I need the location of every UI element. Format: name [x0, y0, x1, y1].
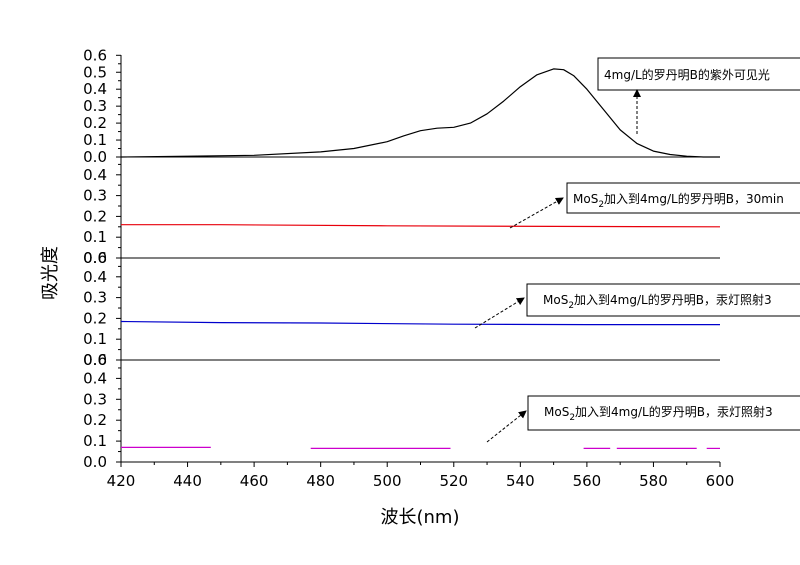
panels-layer: 0.60.50.40.30.20.10.04mg/L的罗丹明B的紫外可见光0.4… — [83, 46, 800, 471]
y-tick-label: 0.4 — [83, 369, 107, 387]
annotation-text: MoS2加入到4mg/L的罗丹明B，汞灯照射3 — [543, 292, 772, 311]
y-tick-label: 0.4 — [83, 268, 107, 286]
x-tick-label: 560 — [573, 472, 602, 490]
y-tick-label: 0.3 — [83, 187, 107, 205]
x-tick-label: 440 — [173, 472, 202, 490]
annotation-text-rest: 加入到4mg/L的罗丹明B，汞灯照射3 — [575, 404, 773, 419]
y-tick-label: 0.3 — [83, 97, 107, 115]
x-axis: 420 440 460 480 500 520 540 560 580 600 — [107, 461, 735, 490]
annotation-text-rest: 加入到4mg/L的罗丹明B，汞灯照射3 — [574, 292, 772, 307]
y-tick-label: 0.6 — [83, 351, 107, 369]
panel-2: 0.4 0.3 0.2 0.1 0.0 MoS2加入到4mg/L的罗丹明B，30min — [83, 157, 800, 267]
y-tick-label: 0.0 — [83, 148, 107, 166]
annotation-box — [597, 57, 800, 91]
y-tick-label: 0.1 — [83, 432, 107, 450]
annotation-box — [527, 395, 800, 431]
annotation-box — [526, 283, 800, 317]
annotation-text-main: MoS — [573, 192, 598, 206]
x-tick-label: 580 — [639, 472, 668, 490]
annotation-text-main: MoS — [543, 293, 568, 307]
panel-1: 0.60.50.40.30.20.10.0 4mg/L的罗丹明B的紫外可见光 — [83, 46, 800, 166]
y-tick-label: 0.2 — [83, 309, 107, 327]
series-line — [121, 224, 721, 228]
y-tick-label: 0.2 — [83, 114, 107, 132]
annotation-text-subscript: 2 — [568, 301, 574, 311]
x-tick-label: 480 — [306, 472, 335, 490]
annotation-text-subscript: 2 — [569, 413, 575, 423]
series-line — [120, 68, 720, 158]
panel-3: 0.60.40.30.20.10.0MoS2加入到4mg/L的罗丹明B，汞灯照射… — [83, 249, 800, 369]
annotation-arrow — [474, 297, 525, 329]
y-tick-label: 0.0 — [83, 351, 107, 369]
y-tick-label: 0.5 — [83, 63, 107, 81]
y-tick-label: 0.4 — [83, 166, 107, 184]
y-tick-label: 0.2 — [83, 207, 107, 225]
annotation-text-subscript: 2 — [598, 200, 604, 210]
x-tick-label: 420 — [107, 472, 136, 490]
x-tick-label: 460 — [240, 472, 269, 490]
y-tick-label: 0.0 — [83, 249, 107, 267]
panel-4: 0.60.4 0.3 0.2 0.1 0.0 MoS2加入到4mg/L的罗丹明B，汞灯照射… — [83, 351, 800, 471]
annotation-arrow — [486, 410, 527, 443]
annotation-arrow — [509, 197, 564, 229]
x-axis-title: 波长(nm) — [381, 507, 460, 528]
x-tick-label: 520 — [439, 472, 468, 490]
y-tick-label: 0.3 — [83, 390, 107, 408]
annotation-box — [566, 182, 800, 214]
y-tick-label: 0.1 — [83, 228, 107, 246]
y-axis-title: 吸光度 — [40, 246, 61, 300]
annotation-text: MoS2加入到4mg/L的罗丹明B，30min — [573, 191, 784, 210]
x-tick-label: 600 — [706, 472, 735, 490]
annotation-text-rest: 加入到4mg/L的罗丹明B，30min — [604, 191, 784, 206]
series-line — [120, 320, 720, 326]
y-tick-label: 0.1 — [83, 330, 107, 348]
y-tick-label: 0.6 — [83, 249, 107, 267]
x-tick-label: 540 — [506, 472, 535, 490]
y-tick-label: 0.3 — [83, 289, 107, 307]
y-tick-label: 0.0 — [83, 453, 107, 471]
annotation-text-main: MoS — [544, 405, 569, 419]
y-tick-label: 0.1 — [83, 131, 107, 149]
annotation-text: 4mg/L的罗丹明B的紫外可见光 — [604, 67, 770, 82]
y-tick-label: 0.2 — [83, 411, 107, 429]
annotation-text: MoS2加入到4mg/L的罗丹明B，汞灯照射3 — [544, 404, 773, 423]
y-tick-label: 0.6 — [83, 46, 107, 64]
x-tick-label: 500 — [373, 472, 402, 490]
y-tick-label: 0.4 — [83, 80, 107, 98]
